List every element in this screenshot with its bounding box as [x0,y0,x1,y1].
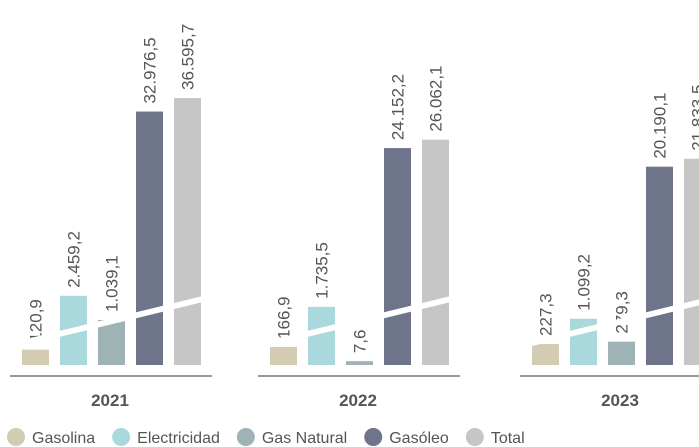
bar [422,139,449,365]
value-label: 166,9 [275,296,294,339]
x-tick-label: 2023 [601,391,639,410]
axis-break [258,293,463,349]
value-label: 26.062,1 [427,65,446,131]
value-label: 1.099,2 [575,254,594,311]
value-label: 32.976,5 [141,37,160,103]
value-label: 1.039,1 [103,255,122,312]
legend-swatch [7,428,25,446]
value-label: 279,3 [613,291,632,334]
legend-swatch [364,428,383,446]
value-label: 227,3 [537,293,556,336]
x-tick-label: 2021 [91,391,129,410]
value-label: 1.735,5 [313,242,332,299]
legend-swatch [465,428,484,446]
legend-swatch [112,428,131,446]
legend-label: Electricidad [137,430,220,447]
bar [308,306,335,365]
value-label: 21.833,5 [689,85,699,151]
bar [98,320,125,365]
legend-label: Gasolina [32,430,95,447]
bar [684,158,699,365]
value-label: 36.595,7 [179,24,198,90]
legend-label: Gas Natural [262,430,347,447]
legend-label: Total [491,430,525,447]
bar [174,98,201,365]
axis-break [10,293,215,349]
x-tick-label: 2022 [339,391,377,410]
bar [22,349,49,365]
legend-label: Gasóleo [389,430,449,447]
bar [384,148,411,365]
value-label: 120,9 [27,299,46,342]
bar [608,341,635,365]
value-label: 2.459,2 [65,231,84,288]
value-label: 24.152,2 [389,74,408,140]
bar [136,111,163,365]
bar [270,346,297,365]
legend-swatch [236,428,255,446]
value-label: 7,6 [351,330,370,354]
bar [646,166,673,365]
axis-break [520,299,699,349]
value-label: 20.190,1 [651,92,670,158]
bar [532,343,559,365]
bar [346,361,373,365]
